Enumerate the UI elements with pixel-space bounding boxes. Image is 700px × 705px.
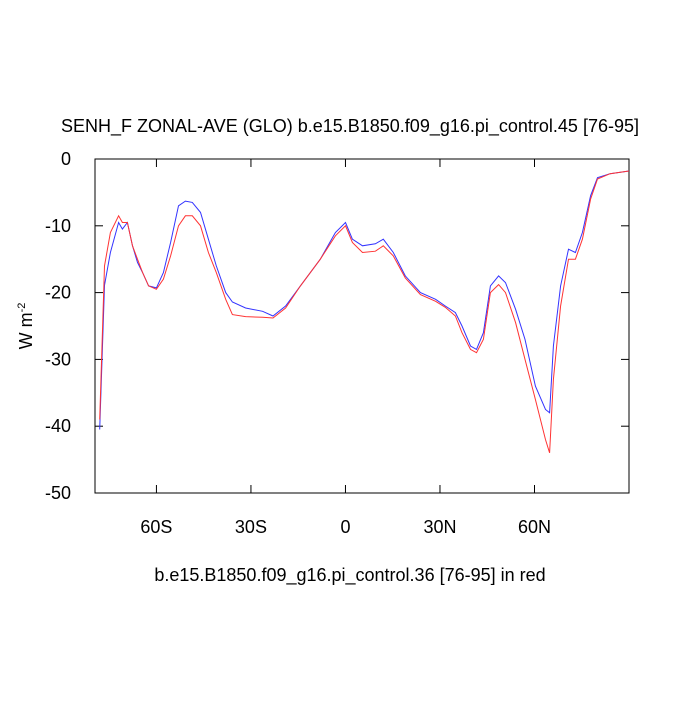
y-tick-label: -20 [45, 283, 71, 303]
y-tick-label: -30 [45, 349, 71, 369]
chart-title: SENH_F ZONAL-AVE (GLO) b.e15.B1850.f09_g… [61, 116, 639, 137]
series-line [99, 170, 630, 430]
y-tick-label: -50 [45, 483, 71, 503]
y-tick-label: -10 [45, 216, 71, 236]
chart-subtitle: b.e15.B1850.f09_g16.pi_control.36 [76-95… [154, 565, 545, 586]
series-line [99, 170, 630, 454]
y-tick-label: 0 [61, 149, 71, 169]
plot-frame [94, 158, 630, 494]
y-tick-label: -40 [45, 416, 71, 436]
x-tick-label: 60N [518, 517, 551, 537]
x-tick-label: 60S [140, 517, 172, 537]
x-tick-label: 30S [235, 517, 267, 537]
y-axis-label-text: W m [16, 312, 36, 349]
y-axis-label-superscript: -2 [16, 303, 28, 313]
x-tick-label: 0 [340, 517, 350, 537]
y-axis-label: W m-2 [16, 303, 36, 350]
x-tick-label: 30N [423, 517, 456, 537]
